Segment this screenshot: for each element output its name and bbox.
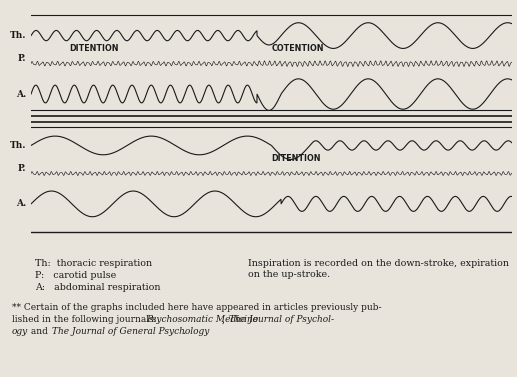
- Text: Psychosomatic Medicine: Psychosomatic Medicine: [146, 315, 258, 324]
- Text: Inspiration is recorded on the down-stroke, expiration
on the up-stroke.: Inspiration is recorded on the down-stro…: [248, 259, 509, 279]
- Text: The Journal of General Psychology: The Journal of General Psychology: [52, 327, 209, 336]
- Text: lished in the following journals:: lished in the following journals:: [12, 315, 160, 324]
- Text: DITENTION: DITENTION: [271, 154, 321, 163]
- Text: .: .: [182, 327, 185, 336]
- Text: ogy: ogy: [12, 327, 28, 336]
- Text: P.: P.: [18, 54, 26, 63]
- Text: A.: A.: [16, 199, 26, 208]
- Text: A:   abdominal respiration: A: abdominal respiration: [35, 284, 160, 292]
- Text: P.: P.: [18, 164, 26, 173]
- Text: A.: A.: [16, 89, 26, 98]
- Text: DITENTION: DITENTION: [69, 44, 119, 53]
- Text: P:   carotid pulse: P: carotid pulse: [35, 271, 116, 280]
- Text: The Journal of Psychol-: The Journal of Psychol-: [229, 315, 334, 324]
- Text: ** Certain of the graphs included here have appeared in articles previously pub-: ** Certain of the graphs included here h…: [12, 303, 382, 312]
- Text: and: and: [28, 327, 51, 336]
- Text: Th.: Th.: [10, 141, 26, 150]
- Text: COTENTION: COTENTION: [271, 44, 324, 53]
- Text: Th.: Th.: [10, 31, 26, 40]
- Text: ,: ,: [222, 315, 228, 324]
- Text: Th:  thoracic respiration: Th: thoracic respiration: [35, 259, 152, 268]
